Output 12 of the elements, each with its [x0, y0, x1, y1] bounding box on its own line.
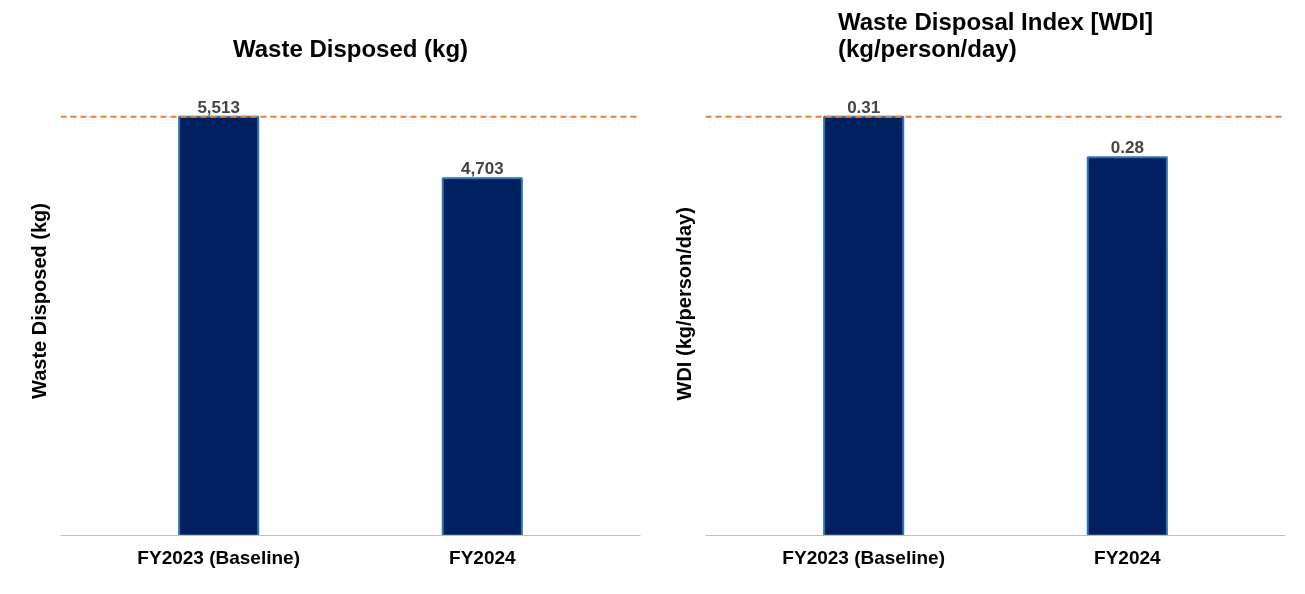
x-tick-label: FY2024	[449, 546, 517, 568]
chart-title: Waste Disposal Index [WDI] (kg/person/day)	[837, 7, 1154, 62]
chart-title: Waste Disposed (kg)	[232, 34, 469, 62]
data-label: 0.28	[1110, 138, 1144, 158]
x-tick-label: FY2023 (Baseline)	[782, 546, 946, 568]
data-label: 5,513	[197, 97, 240, 117]
x-tick-label: FY2024	[1094, 546, 1162, 568]
data-label: 4,703	[461, 159, 504, 179]
data-label: 0.31	[847, 97, 881, 117]
y-axis-title: WDI (kg/person/day)	[672, 207, 695, 401]
y-axis-title: Waste Disposed (kg)	[27, 203, 50, 399]
x-tick-label: FY2023 (Baseline)	[137, 546, 301, 568]
